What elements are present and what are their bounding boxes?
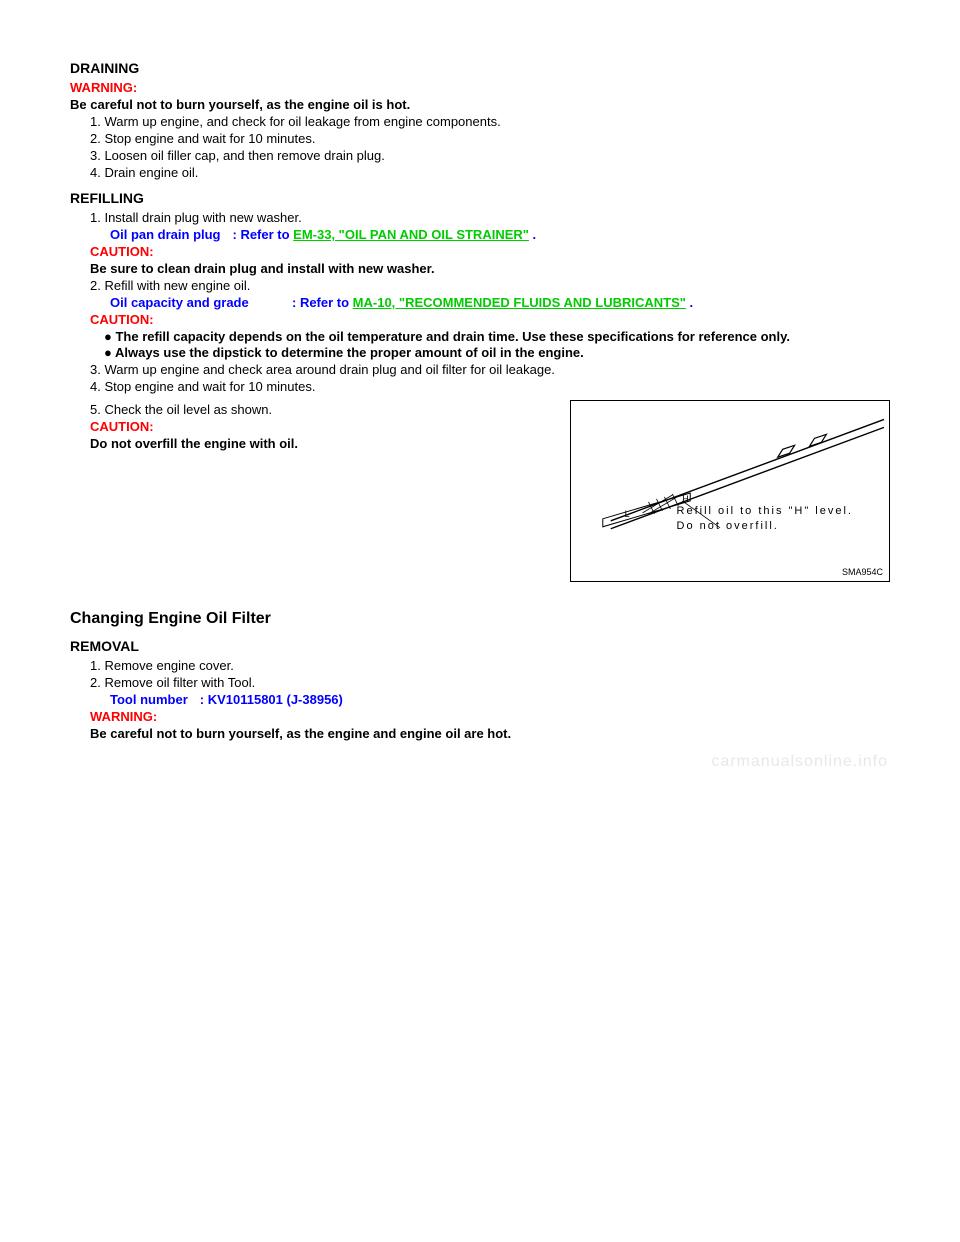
svg-text:H: H	[682, 494, 688, 504]
draining-heading: DRAINING	[70, 60, 890, 76]
capacity-link[interactable]: MA-10, "RECOMMENDED FLUIDS AND LUBRICANT…	[353, 295, 686, 310]
svg-text:L: L	[625, 509, 630, 519]
capacity-colon: : Refer to	[292, 295, 353, 310]
caution2-label: CAUTION:	[90, 312, 154, 327]
caution2-bullet-1: ● The refill capacity depends on the oil…	[104, 329, 890, 344]
callout-line-2: Do not overfill.	[677, 519, 853, 533]
oilfilter-heading: Changing Engine Oil Filter	[70, 610, 890, 628]
capacity-period: .	[686, 295, 693, 310]
filter-step-1: 1. Remove engine cover.	[90, 658, 890, 673]
left-column: 5. Check the oil level as shown. CAUTION…	[70, 400, 550, 582]
capacity-label: Oil capacity and grade	[110, 295, 249, 310]
dipstick-figure: L H Refill oil to this "H" level. Do not…	[570, 400, 890, 582]
refilling-heading: REFILLING	[70, 190, 890, 206]
drain-step-1: 1. Warm up engine, and check for oil lea…	[90, 114, 890, 129]
caution3-text: Do not overfill the engine with oil.	[90, 436, 550, 451]
figure-tag: SMA954C	[842, 567, 883, 577]
refill-step-1: 1. Install drain plug with new washer.	[90, 210, 890, 225]
dipstick-icon: L H	[571, 401, 889, 581]
drain-plug-link[interactable]: EM-33, "OIL PAN AND OIL STRAINER"	[293, 227, 529, 242]
caution2-bullet-2: ● Always use the dipstick to determine t…	[104, 345, 890, 360]
caution3-label: CAUTION:	[90, 419, 154, 434]
drain-plug-colon: : Refer to	[233, 227, 294, 242]
watermark: carmanualsonline.info	[711, 753, 888, 771]
warning-text: Be careful not to burn yourself, as the …	[70, 97, 890, 112]
refill-step-3: 3. Warm up engine and check area around …	[90, 362, 890, 377]
drain-plug-period: .	[529, 227, 536, 242]
tool-number-label: Tool number	[110, 692, 188, 707]
drain-plug-label: Oil pan drain plug	[110, 227, 221, 242]
drain-step-2: 2. Stop engine and wait for 10 minutes.	[90, 131, 890, 146]
filter-warning-label: WARNING:	[90, 709, 157, 724]
dipstick-callout: Refill oil to this "H" level. Do not ove…	[677, 504, 853, 533]
refill-step-2: 2. Refill with new engine oil.	[90, 278, 890, 293]
drain-step-3: 3. Loosen oil filler cap, and then remov…	[90, 148, 890, 163]
filter-step-2: 2. Remove oil filter with Tool.	[90, 675, 890, 690]
caution1-text: Be sure to clean drain plug and install …	[90, 261, 890, 276]
warning-block: WARNING:	[70, 80, 890, 95]
filter-warning-text: Be careful not to burn yourself, as the …	[90, 726, 890, 741]
refill-step-5: 5. Check the oil level as shown.	[90, 402, 550, 417]
tool-number-value: : KV10115801 (J-38956)	[200, 692, 343, 707]
caution1-label: CAUTION:	[90, 244, 154, 259]
refill-step-4: 4. Stop engine and wait for 10 minutes.	[90, 379, 890, 394]
removal-heading: REMOVAL	[70, 638, 890, 654]
warning-label: WARNING:	[70, 80, 137, 95]
callout-line-1: Refill oil to this "H" level.	[677, 504, 853, 518]
drain-step-4: 4. Drain engine oil.	[90, 165, 890, 180]
